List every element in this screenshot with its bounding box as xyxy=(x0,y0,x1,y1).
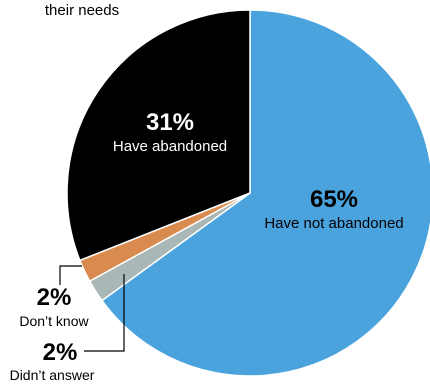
pie-slice-have-not-abandoned xyxy=(100,9,430,377)
pie-slice-have-abandoned xyxy=(66,9,251,262)
slice-label-have-abandoned: Have abandoned xyxy=(113,138,227,155)
slice-label-didnt-answer: Didn’t answer xyxy=(10,367,95,383)
slice-label-have-not-abandoned: Have not abandoned xyxy=(264,215,403,232)
pct-label-dont-know: 2% xyxy=(37,284,72,311)
pie-slices xyxy=(66,9,430,377)
pct-label-have-not-abandoned: 65% xyxy=(310,186,358,213)
pct-label-didnt-answer: 2% xyxy=(43,339,78,366)
chart-title-fragment: their needs xyxy=(45,2,119,19)
pct-label-have-abandoned: 31% xyxy=(146,109,194,136)
leader-line-dont-know xyxy=(59,265,82,285)
leader-line-didnt-answer xyxy=(84,274,125,352)
slice-label-dont-know: Don’t know xyxy=(19,313,89,329)
